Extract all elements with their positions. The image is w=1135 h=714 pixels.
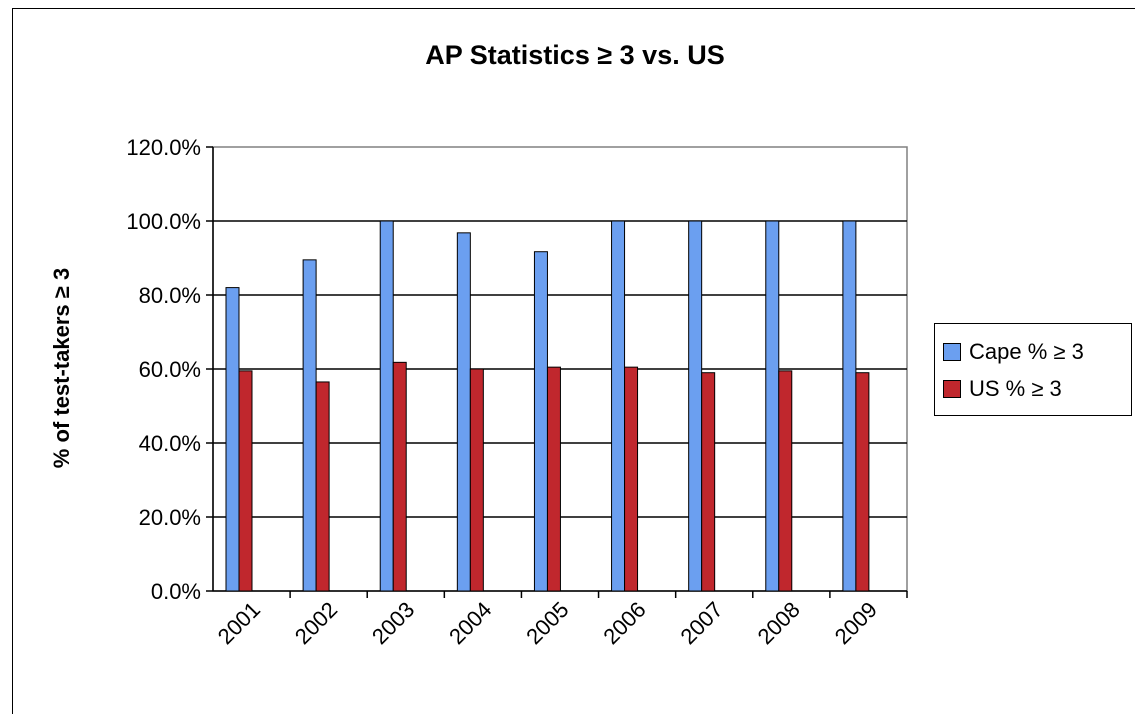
bar-us-2004	[469, 368, 484, 592]
x-tick-label: 2006	[598, 597, 650, 649]
bar-cape-2008	[765, 220, 780, 592]
bar-cape-2002	[302, 259, 317, 592]
legend-item-us: US % ≥ 3	[943, 375, 1062, 403]
y-tick-label: 20.0%	[139, 505, 201, 530]
chart-title: AP Statistics ≥ 3 vs. US	[425, 40, 725, 70]
x-tick-label: 2005	[521, 597, 573, 649]
bar-cape-2004	[456, 232, 471, 592]
legend: Cape % ≥ 3 US % ≥ 3	[934, 323, 1132, 416]
bar-us-2008	[778, 370, 793, 592]
chart-frame	[12, 8, 1135, 714]
bar-cape-2003	[379, 220, 394, 592]
bar-us-2005	[546, 366, 561, 592]
legend-item-cape: Cape % ≥ 3	[943, 338, 1084, 366]
bar-cape-2006	[611, 220, 626, 592]
x-tick-label: 2008	[753, 597, 805, 649]
y-tick-label: 120.0%	[126, 135, 201, 160]
x-tick-label: 2009	[830, 597, 882, 649]
x-tick-label: 2004	[444, 597, 496, 649]
x-tick-label: 2003	[367, 597, 419, 649]
bar-us-2003	[392, 361, 407, 592]
x-tick-label: 2002	[290, 597, 342, 649]
bar-cape-2005	[533, 251, 548, 592]
legend-swatch-cape	[943, 343, 961, 361]
bar-us-2007	[701, 372, 716, 592]
bar-us-2002	[315, 381, 330, 592]
y-tick-label: 40.0%	[139, 431, 201, 456]
bar-us-2009	[855, 372, 870, 592]
bar-us-2001	[238, 370, 253, 592]
y-tick-label: 80.0%	[139, 283, 201, 308]
bar-cape-2001	[225, 287, 240, 592]
x-tick-label: 2007	[675, 597, 727, 649]
y-tick-label: 60.0%	[139, 357, 201, 382]
y-tick-label: 0.0%	[151, 579, 201, 604]
bar-cape-2009	[842, 220, 857, 592]
legend-label-us: US % ≥ 3	[969, 376, 1062, 401]
legend-label-cape: Cape % ≥ 3	[969, 339, 1084, 364]
x-tick-label: 2001	[213, 597, 265, 649]
y-tick-label: 100.0%	[126, 209, 201, 234]
legend-swatch-us	[943, 380, 961, 398]
bar-us-2006	[624, 366, 639, 592]
bar-cape-2007	[688, 220, 703, 592]
